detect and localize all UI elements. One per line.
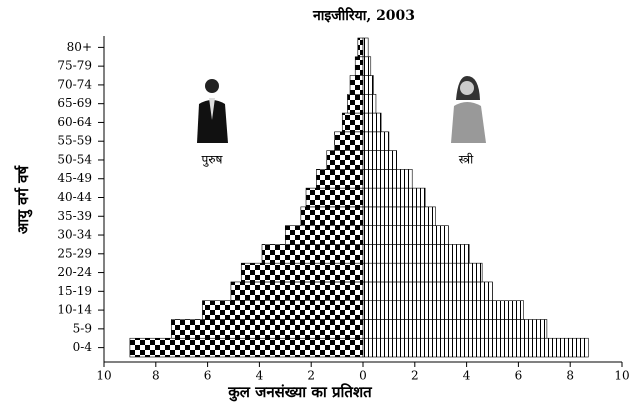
bar — [285, 226, 363, 245]
bar — [347, 94, 363, 113]
x-axis-title: कुल जनसंख्या का प्रतिशत — [227, 383, 373, 402]
legend-label: स्त्री — [459, 153, 474, 167]
bar — [363, 113, 381, 132]
y-axis-title: आयु वर्ग वर्ष — [14, 165, 33, 235]
y-tick-label: 40-44 — [57, 190, 92, 204]
x-tick-label: 10 — [614, 369, 629, 383]
x-tick-label: 2 — [307, 369, 315, 383]
legend-label: पुरुष — [202, 153, 224, 168]
x-tick-label: 6 — [515, 369, 523, 383]
bar — [335, 132, 363, 151]
female-icon — [451, 76, 486, 143]
y-tick-label: 75-79 — [57, 59, 92, 73]
y-tick-label: 10-14 — [57, 303, 92, 317]
x-tick-label: 0 — [359, 369, 367, 383]
bar — [363, 207, 436, 226]
x-tick-label: 10 — [96, 369, 111, 383]
bar — [363, 244, 469, 263]
bar — [363, 151, 397, 170]
y-tick-label: 35-39 — [57, 209, 92, 223]
bar — [316, 169, 363, 188]
y-tick-label: 20-24 — [57, 265, 92, 279]
bar — [171, 319, 363, 338]
y-tick-label: 45-49 — [57, 171, 92, 185]
bar — [262, 244, 363, 263]
bar — [342, 113, 363, 132]
y-tick-label: 0-4 — [73, 340, 93, 354]
bar — [358, 38, 363, 57]
y-tick-label: 50-54 — [57, 152, 92, 166]
bar — [202, 301, 363, 320]
bar — [241, 263, 363, 282]
y-tick-label: 60-64 — [57, 115, 92, 129]
bar — [363, 319, 547, 338]
bar — [355, 57, 363, 76]
y-tick-label: 30-34 — [57, 228, 92, 242]
y-tick-label: 25-29 — [57, 246, 92, 260]
bar — [130, 338, 363, 357]
bar — [363, 226, 448, 245]
y-tick-label: 65-69 — [57, 96, 92, 110]
bar — [363, 94, 376, 113]
bar — [363, 38, 368, 57]
bar — [231, 282, 363, 301]
bar — [363, 188, 425, 207]
bar — [327, 151, 363, 170]
bar — [363, 76, 373, 95]
x-tick-label: 8 — [566, 369, 574, 383]
bar — [306, 188, 363, 207]
bar — [363, 263, 482, 282]
bar — [363, 301, 524, 320]
chart-title: नाइजीरिया, 2003 — [312, 7, 415, 24]
y-tick-label: 80+ — [67, 40, 92, 54]
x-tick-label: 8 — [152, 369, 160, 383]
bar — [363, 282, 493, 301]
bar — [301, 207, 363, 226]
x-tick-label: 4 — [256, 369, 264, 383]
bar — [363, 132, 389, 151]
x-tick-label: 4 — [463, 369, 471, 383]
bar — [363, 338, 588, 357]
male-icon — [197, 79, 228, 143]
x-tick-label: 2 — [411, 369, 419, 383]
y-tick-label: 55-59 — [57, 134, 92, 148]
bar — [363, 57, 371, 76]
bar — [363, 169, 412, 188]
y-tick-label: 15-19 — [57, 284, 92, 298]
x-tick-label: 6 — [204, 369, 212, 383]
y-tick-label: 5-9 — [73, 321, 92, 335]
y-tick-label: 70-74 — [57, 77, 92, 91]
chart: नाइजीरिया, 2003 कुल जनसंख्या का प्रतिशत … — [0, 0, 634, 408]
bar — [350, 76, 363, 95]
